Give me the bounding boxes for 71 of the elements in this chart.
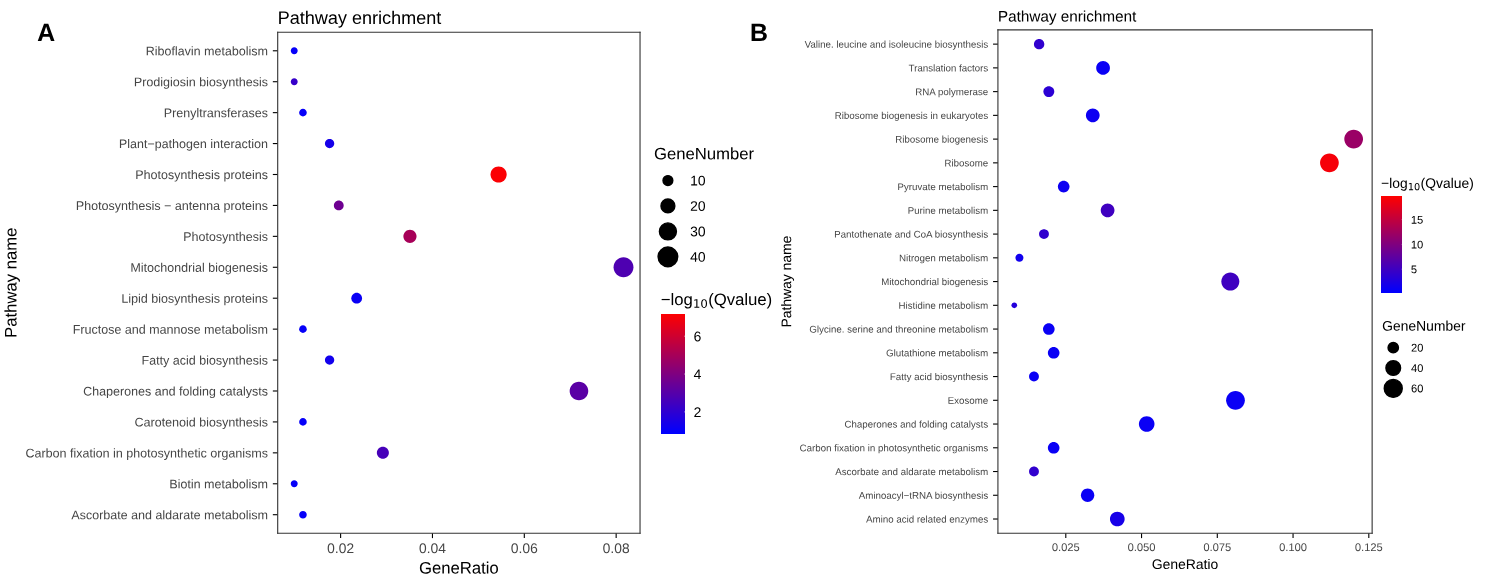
y-tick-label: Glycine. serine and threonine metabolism — [809, 325, 988, 335]
x-tick-label: 0.125 — [1355, 543, 1383, 552]
y-tick-label: Valine. leucine and isoleucine biosynthesis — [804, 40, 988, 50]
y-tick-label: Prenyltransferases — [164, 108, 268, 120]
color-bar-label: 15 — [1411, 216, 1423, 224]
y-tick-label: Aminoacyl−tRNA biosynthesis — [858, 491, 988, 501]
y-tick-label: Translation factors — [908, 64, 988, 72]
x-tick-label: 0.08 — [603, 543, 630, 554]
x-axis-title: GeneRatio — [1152, 558, 1218, 570]
x-tick-label: 0.050 — [1128, 543, 1156, 552]
color-bar-label: 5 — [1411, 265, 1417, 274]
y-tick-label: Photosynthesis — [184, 231, 268, 244]
y-tick-label: Photosynthesis − antenna proteins — [76, 200, 268, 213]
legend-title: GeneNumber — [1382, 320, 1466, 331]
legend-label: 30 — [690, 226, 706, 237]
color-bar-title: −log$_{10}$(Qvalue) — [661, 293, 772, 309]
y-tick-label: Exosome — [948, 397, 988, 404]
y-tick-label: Ascorbate and aldarate metabolism — [71, 510, 268, 520]
y-tick-label: RNA polymerase — [916, 88, 988, 98]
y-axis-title: Pathway name — [781, 236, 795, 327]
x-tick-label: 0.025 — [1052, 543, 1080, 552]
y-tick-label: Glutathione metabolism — [886, 349, 988, 357]
x-tick-label: 0.04 — [419, 543, 446, 554]
legend-label: 20 — [690, 201, 706, 211]
chart-title: Pathway enrichment — [999, 10, 1137, 25]
y-tick-label: Carbon fixation in photosynthetic organisms — [26, 448, 268, 460]
text: B — [751, 23, 767, 42]
x-tick-label: 0.02 — [327, 543, 354, 554]
x-tick-label: 0.075 — [1203, 543, 1231, 552]
y-tick-label: Prodigiosin biosynthesis — [134, 77, 268, 89]
y-tick-label: Fatty acid biosynthesis — [142, 355, 268, 368]
legend-label: 60 — [1411, 384, 1423, 393]
y-tick-label: Plant−pathogen interaction — [119, 139, 268, 151]
y-tick-label: Pantothenate and CoA biosynthesis — [834, 230, 988, 240]
y-tick-label: Mitochondrial biogenesis — [882, 278, 988, 288]
y-tick-label: Fatty acid biosynthesis — [890, 373, 988, 383]
y-tick-label: Biotin metabolism — [170, 479, 268, 489]
y-tick-label: Ribosome — [945, 159, 988, 167]
legend-label: 40 — [1411, 364, 1423, 373]
text: A — [37, 23, 55, 42]
y-tick-label: Ribosome biogenesis in eukaryotes — [835, 111, 988, 121]
x-tick-label: 0.100 — [1279, 543, 1307, 552]
y-tick-label: Carotenoid biosynthesis — [135, 417, 268, 430]
color-bar-label: 2 — [694, 407, 701, 417]
x-axis-title: GeneRatio — [419, 561, 499, 574]
legend-title: GeneNumber — [654, 147, 754, 160]
x-tick-label: 0.06 — [511, 543, 538, 554]
y-tick-label: Pyruvate metabolism — [898, 183, 988, 193]
y-tick-label: Chaperones and folding catalysts — [83, 386, 268, 399]
color-bar-label: 6 — [694, 331, 701, 342]
legend-label: 20 — [1411, 343, 1423, 352]
legend-label: 40 — [690, 252, 706, 262]
y-tick-label: Riboflavin metabolism — [146, 46, 268, 56]
y-tick-label: Lipid biosynthesis proteins — [122, 293, 268, 306]
y-tick-label: Photosynthesis proteins — [136, 169, 268, 182]
y-tick-label: Fructose and mannose metabolism — [73, 324, 268, 334]
y-tick-label: Ribosome biogenesis — [896, 135, 988, 145]
color-bar-label: 10 — [1411, 240, 1423, 249]
y-tick-label: Nitrogen metabolism — [899, 254, 988, 264]
color-bar-title: −log$_{10}$(Qvalue) — [1381, 177, 1473, 191]
legend-label: 10 — [691, 175, 706, 186]
y-axis-title: Pathway name — [4, 228, 20, 337]
y-tick-label: Mitochondrial biogenesis — [131, 262, 268, 275]
y-tick-label: Histidine metabolism — [899, 301, 988, 309]
y-tick-label: Ascorbate and aldarate metabolism — [835, 468, 988, 476]
color-bar-label: 4 — [693, 369, 701, 380]
y-tick-label: Chaperones and folding catalysts — [844, 420, 988, 430]
chart-title: Pathway enrichment — [279, 10, 442, 28]
y-tick-label: Carbon fixation in photosynthetic organisms — [800, 444, 988, 454]
y-tick-label: Amino acid related enzymes — [866, 515, 988, 525]
y-tick-label: Purine metabolism — [908, 206, 988, 214]
